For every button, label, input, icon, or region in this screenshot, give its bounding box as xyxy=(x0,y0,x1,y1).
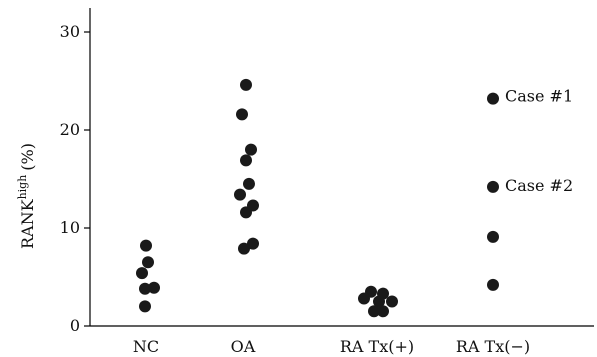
data-point-2-1 xyxy=(240,78,252,91)
data-point-2-10 xyxy=(238,242,250,255)
y-axis-label-superscript: high xyxy=(16,175,29,200)
y-axis-label-unit: (%) xyxy=(18,143,37,171)
data-point-4-4 xyxy=(487,278,499,291)
x-category-labels: NC OA RA Tx(+) RA Tx(−) xyxy=(133,337,530,356)
data-point-2-4 xyxy=(240,154,252,167)
data-points xyxy=(136,78,499,318)
y-tick-label-20: 20 xyxy=(60,120,80,139)
axes xyxy=(89,8,594,327)
data-point-3-6 xyxy=(368,305,380,318)
data-point-3-4 xyxy=(373,295,385,308)
y-tick-label-10: 10 xyxy=(60,218,80,237)
y-tick-label-30: 30 xyxy=(60,22,80,41)
data-point-1-6 xyxy=(139,300,151,313)
data-point-3-7 xyxy=(377,305,389,318)
data-point-3-5 xyxy=(386,295,398,308)
data-point-2-3 xyxy=(245,143,257,156)
y-axis-label-main: RANK xyxy=(18,198,37,249)
x-category-label-2: OA xyxy=(231,337,256,356)
data-point-2-5 xyxy=(243,177,255,190)
data-point-1-5 xyxy=(148,281,160,294)
data-point-2-2 xyxy=(236,108,248,121)
data-point-2-9 xyxy=(247,237,259,250)
data-point-1-1 xyxy=(140,239,152,252)
data-point-2-6 xyxy=(234,188,246,201)
data-point-4-2 xyxy=(487,180,499,193)
data-point-3-3 xyxy=(358,292,370,305)
data-point-2-8 xyxy=(240,206,252,219)
data-point-1-2 xyxy=(142,256,154,269)
data-point-4-1 xyxy=(487,92,499,105)
x-category-label-1: NC xyxy=(133,337,159,356)
data-point-4-3 xyxy=(487,230,499,243)
data-point-1-3 xyxy=(136,267,148,280)
y-ticks: 0 10 20 30 xyxy=(60,22,90,335)
y-tick-label-0: 0 xyxy=(70,316,80,335)
x-category-label-3: RA Tx(+) xyxy=(340,337,414,356)
annotations: Case #1 Case #2 xyxy=(505,87,573,195)
annotation-case-2: Case #2 xyxy=(505,176,573,195)
y-axis-label: RANKhigh (%) xyxy=(16,143,37,249)
x-category-label-4: RA Tx(−) xyxy=(456,337,530,356)
data-point-1-4 xyxy=(139,282,151,295)
annotation-case-1: Case #1 xyxy=(505,87,573,106)
